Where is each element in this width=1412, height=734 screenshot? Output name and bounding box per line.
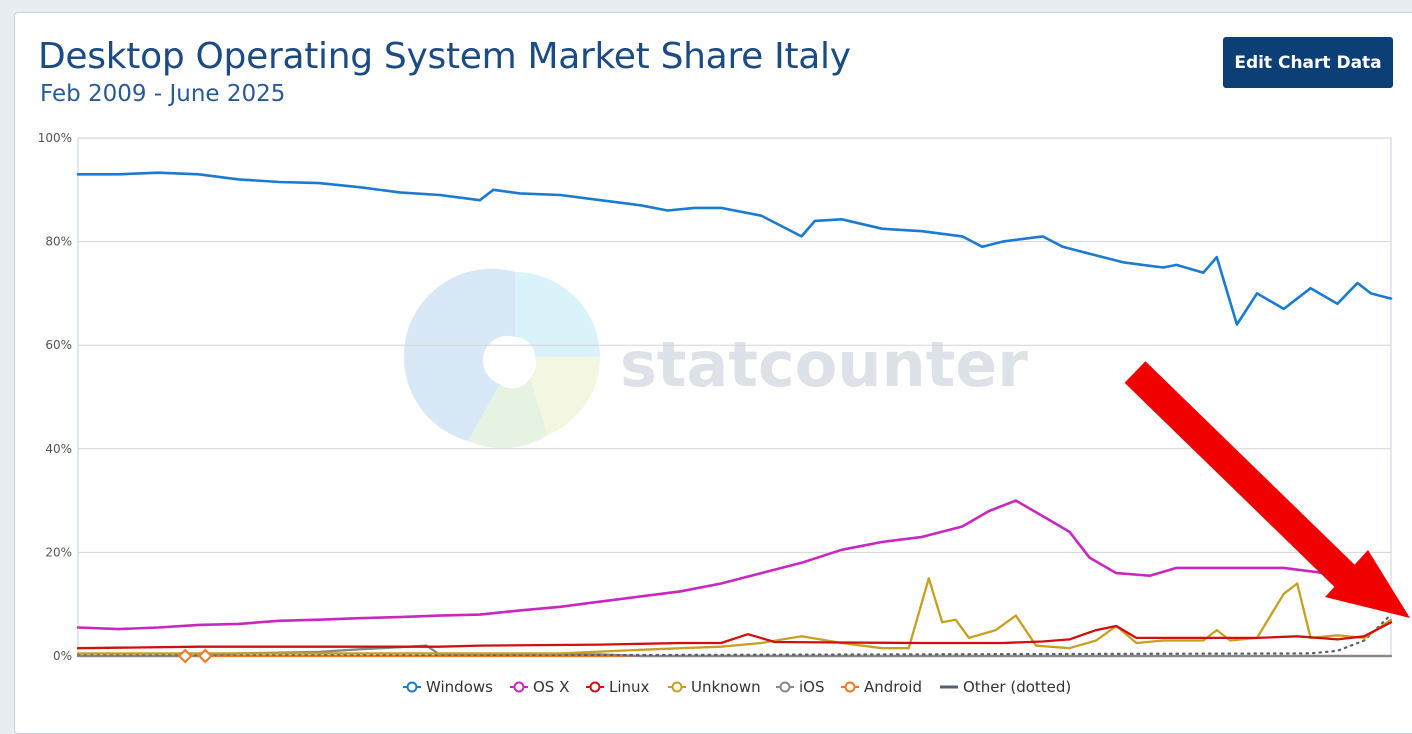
legend-label: iOS xyxy=(799,678,825,696)
chart-title: Desktop Operating System Market Share It… xyxy=(38,36,851,77)
chart-card xyxy=(14,12,1412,734)
chart-legend: Windows OS X Linux Unknown iOS Android Other (… xyxy=(403,678,1071,696)
legend-item-ios[interactable]: iOS xyxy=(776,678,825,696)
chart-subtitle: Feb 2009 - June 2025 xyxy=(40,81,286,107)
series-line-windows xyxy=(76,171,1393,326)
legend-swatch-marker xyxy=(844,681,856,693)
watermark-logo-segment-1 xyxy=(515,272,600,357)
chart-svg: statcounter 0% 20% 40% 60% 80% 100% Windows OS… xyxy=(38,131,1410,696)
y-tick-label: 40% xyxy=(45,442,72,456)
legend-swatch-marker xyxy=(779,681,791,693)
y-tick-label: 20% xyxy=(45,545,72,559)
edit-chart-data-button[interactable]: Edit Chart Data xyxy=(1223,37,1393,88)
legend-swatch-marker xyxy=(589,681,601,693)
legend-item-unknown[interactable]: Unknown xyxy=(668,678,761,696)
legend-item-linux[interactable]: Linux xyxy=(586,678,650,696)
y-tick-label: 0% xyxy=(53,649,72,663)
y-tick-label: 80% xyxy=(45,235,72,249)
legend-swatch-marker xyxy=(406,681,418,693)
legend-swatch-marker xyxy=(671,681,683,693)
y-tick-label: 60% xyxy=(45,338,72,352)
legend-item-windows[interactable]: Windows xyxy=(403,678,493,696)
legend-label: Android xyxy=(864,678,922,696)
watermark-logo-segment-4 xyxy=(403,268,515,441)
android-marker xyxy=(177,648,193,664)
series-line-osx xyxy=(76,499,1393,631)
legend-label: Unknown xyxy=(691,678,761,696)
statcounter-watermark: statcounter xyxy=(403,268,1028,449)
legend-label: Windows xyxy=(426,678,493,696)
android-markers xyxy=(177,648,213,664)
y-axis-ticks: 0% 20% 40% 60% 80% 100% xyxy=(38,131,72,663)
red-arrow-head xyxy=(1325,550,1410,618)
red-arrow-shaft xyxy=(1124,361,1366,597)
red-arrow-annotation xyxy=(1124,361,1410,618)
watermark-text: statcounter xyxy=(620,328,1028,401)
series-line-linux xyxy=(76,621,1393,650)
series-group xyxy=(76,171,1393,658)
legend-item-android[interactable]: Android xyxy=(841,678,922,696)
legend-label: Other (dotted) xyxy=(963,678,1071,696)
watermark-logo-segment-3 xyxy=(468,378,548,449)
legend-item-other[interactable]: Other (dotted) xyxy=(940,678,1071,696)
legend-label: OS X xyxy=(533,678,569,696)
android-marker xyxy=(197,648,213,664)
legend-item-osx[interactable]: OS X xyxy=(510,678,569,696)
legend-label: Linux xyxy=(609,678,650,696)
series-line-unknown xyxy=(76,577,1393,655)
legend-swatch-marker xyxy=(513,681,525,693)
y-tick-label: 100% xyxy=(38,131,72,145)
watermark-logo-segment-2 xyxy=(530,357,600,435)
